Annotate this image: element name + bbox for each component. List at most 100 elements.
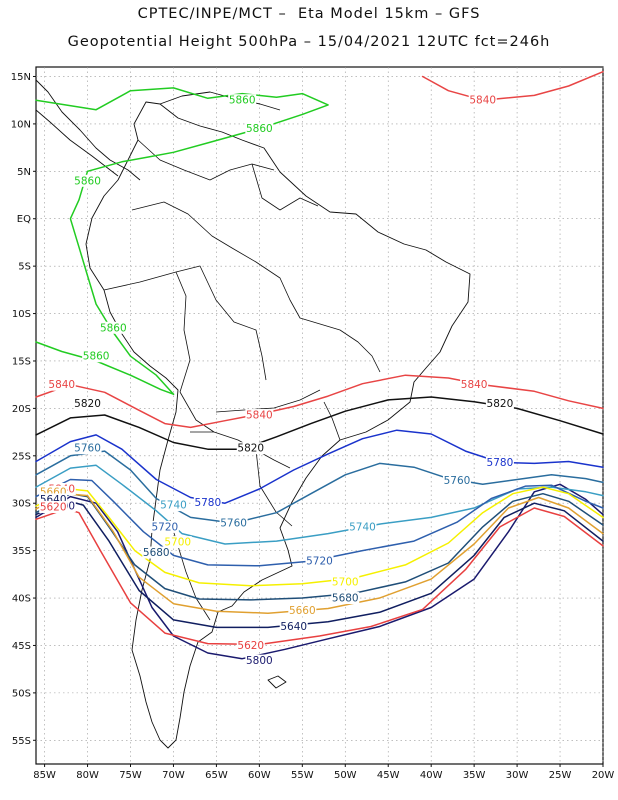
lon-tick-label: 85W	[33, 770, 56, 781]
lat-tick-label: 45S	[12, 641, 31, 652]
contour-label-5620: 5620	[237, 640, 264, 652]
contour-5840	[421, 70, 604, 101]
contour-5800	[35, 483, 604, 660]
lat-tick-label: 10N	[11, 119, 31, 130]
contour-label-bg	[442, 474, 471, 487]
lon-tick-label: 20W	[592, 770, 615, 781]
contour-label-5720: 5720	[151, 521, 178, 533]
contour-5860	[35, 87, 329, 395]
contour-label-bg	[73, 174, 102, 187]
contour-label-5840: 5840	[461, 379, 488, 391]
contour-5620	[35, 507, 604, 646]
contour-label-bg	[331, 575, 360, 588]
contour-label-bg	[99, 321, 128, 334]
lat-tick-label: EQ	[17, 214, 31, 225]
contour-label-5820: 5820	[237, 443, 264, 455]
central-america-coastline	[35, 79, 141, 181]
contour-label-bg	[245, 122, 274, 135]
contour-label-bg	[460, 378, 489, 391]
contour-label-bg	[485, 397, 514, 410]
contour-label-bg	[73, 442, 102, 455]
contour-label-bg	[39, 501, 68, 514]
lon-tick-label: 70W	[162, 770, 185, 781]
lat-tick-label: 55S	[12, 736, 31, 747]
lon-tick-label: 40W	[420, 770, 443, 781]
contour-5760	[35, 450, 604, 524]
lat-tick-label: 10S	[12, 309, 31, 320]
contour-5700	[35, 486, 604, 587]
lat-tick-label: 30S	[12, 499, 31, 510]
lon-tick-label: 45W	[377, 770, 400, 781]
lon-tick-label: 60W	[248, 770, 271, 781]
map-title-line-1: CPTEC/INPE/MCT – Eta Model 15km – GFS	[137, 6, 481, 22]
lat-tick-label: 50S	[12, 688, 31, 699]
contour-label-bg	[236, 442, 265, 455]
contour-label-bg	[331, 592, 360, 605]
lon-tick-label: 50W	[334, 770, 357, 781]
contour-label-5840: 5840	[48, 379, 75, 391]
contour-5740	[35, 464, 604, 545]
contour-5840	[35, 374, 604, 429]
lat-tick-label: 5S	[18, 262, 31, 273]
lon-tick-label: 65W	[205, 770, 228, 781]
lon-tick-label: 80W	[76, 770, 99, 781]
contour-label-bg	[163, 536, 192, 549]
map-title-line-2: Geopotential Height 500hPa – 15/04/2021 …	[67, 34, 551, 50]
contour-label-5860: 5860	[100, 322, 127, 334]
contour-label-5800: 5800	[246, 655, 273, 667]
contour-label-5660: 5660	[289, 605, 316, 617]
contour-label-bg	[236, 639, 265, 652]
lon-tick-label: 55W	[291, 770, 314, 781]
lat-tick-label: 15N	[11, 72, 31, 83]
contour-label-bg	[82, 350, 111, 363]
contour-5860	[35, 341, 175, 395]
contour-label-5740: 5740	[349, 521, 376, 533]
contour-label-bg	[142, 546, 171, 559]
contour-label-bg	[485, 456, 514, 469]
south-america-coastline	[85, 101, 471, 749]
contour-label-bg	[245, 654, 274, 667]
lat-tick-label: 35S	[12, 546, 31, 557]
contour-label-5860: 5860	[246, 123, 273, 135]
contour-label-5860: 5860	[74, 175, 101, 187]
contour-label-5680: 5680	[143, 547, 170, 559]
contour-label-bg	[159, 499, 188, 512]
contour-label-bg	[150, 520, 179, 533]
axis-labels: 15N 10N 5N EQ 5S 10S 15S 20S 25S 30S 35S 40S 45S 50S 5…	[11, 72, 615, 781]
contour-label-5820: 5820	[74, 398, 101, 410]
falkland-islands	[267, 675, 287, 689]
contour-label-5760: 5760	[444, 475, 471, 487]
lat-tick-label: 40S	[12, 594, 31, 605]
contour-label-bg	[305, 555, 334, 568]
lon-tick-label: 30W	[506, 770, 529, 781]
contour-label-5760: 5760	[74, 443, 101, 455]
contour-label-bg	[279, 620, 308, 633]
contour-label-5820: 5820	[487, 398, 514, 410]
lon-tick-label: 25W	[549, 770, 572, 781]
contour-label-bg	[348, 520, 377, 533]
contour-label-bg	[228, 94, 257, 107]
contour-label-bg	[288, 604, 317, 617]
lon-tick-label: 75W	[119, 770, 142, 781]
contour-label-5860: 5860	[83, 351, 110, 363]
contour-label-5840: 5840	[469, 95, 496, 107]
contour-label-5840: 5840	[246, 410, 273, 422]
contour-label-5720: 5720	[306, 556, 333, 568]
contour-label-bg	[468, 94, 497, 107]
lat-tick-label: 15S	[12, 356, 31, 367]
contour-label-bg	[73, 397, 102, 410]
contour-label-5680: 5680	[332, 593, 359, 605]
contour-label-bg	[193, 496, 222, 509]
contour-label-5640: 5640	[280, 621, 307, 633]
contour-label-bg	[47, 378, 76, 391]
lat-tick-label: 5N	[17, 167, 31, 178]
lat-tick-label: 25S	[12, 451, 31, 462]
contour-label-5700: 5700	[332, 576, 359, 588]
contour-label-bg	[245, 409, 274, 422]
contour-label-5780: 5780	[487, 457, 514, 469]
contour-label-5700: 5700	[164, 537, 191, 549]
contour-label-5740: 5740	[160, 500, 187, 512]
lon-tick-label: 35W	[463, 770, 486, 781]
contour-labels: 5860586058605860586058405840584058405840…	[39, 94, 514, 667]
